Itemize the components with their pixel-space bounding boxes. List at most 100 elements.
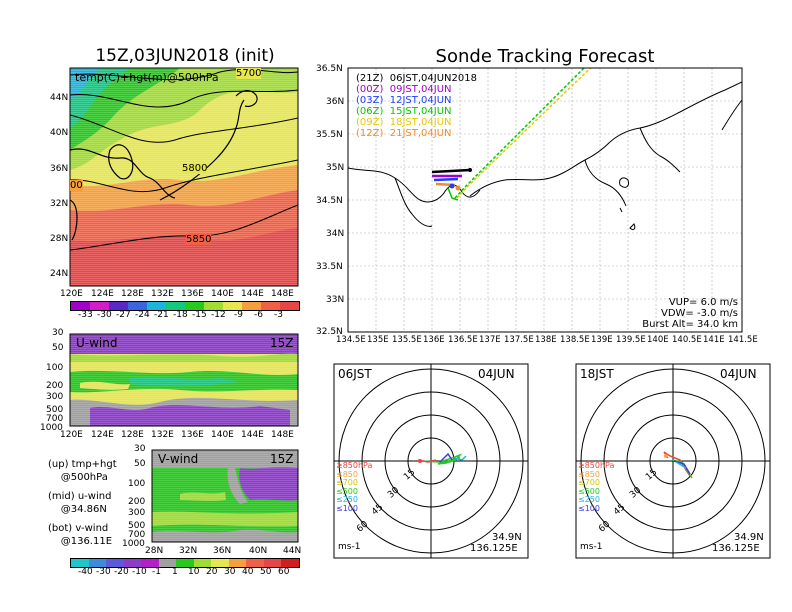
colorbar-swatch bbox=[242, 302, 261, 310]
lat-label: 32N bbox=[179, 546, 198, 556]
hodo-right-lon: 136.125E bbox=[712, 543, 760, 554]
hodo-left-date: 04JUN bbox=[478, 367, 515, 381]
colorbar-tick: -21 bbox=[154, 310, 169, 320]
lat-label: 33N bbox=[326, 295, 345, 305]
colorbar-swatch bbox=[185, 302, 204, 310]
hodograph-left bbox=[333, 363, 529, 559]
colorbar-tick: -18 bbox=[173, 310, 188, 320]
colorbar-swatch bbox=[90, 302, 109, 310]
pressure-label: 700 bbox=[46, 414, 64, 424]
sonde-lon-labels: 134.5E 135E 135.5E 136E 136.5E 137E 137.… bbox=[336, 335, 758, 347]
level-legend-entry: ≤700 bbox=[578, 478, 600, 487]
hodo-left-levels: ≥850hPa ≤850 ≤700 ≤500 ≤250 ≤100 bbox=[336, 461, 373, 513]
hodo-left-units: ms-1 bbox=[338, 542, 361, 552]
pressure-label: 700 bbox=[128, 530, 146, 540]
left-field-label: temp(C)+hgt(m)@500hPa bbox=[75, 71, 219, 84]
lon-label: 141E bbox=[703, 335, 725, 345]
lat-label: 28N bbox=[145, 546, 164, 556]
colorbar-tick: -10 bbox=[132, 567, 147, 577]
level-legend-entry: ≤100 bbox=[336, 503, 358, 513]
colorbar-tick: -6 bbox=[254, 310, 263, 320]
hodo-left-time: 06JST bbox=[338, 367, 372, 381]
lon-label: 140E bbox=[211, 430, 234, 440]
colorbar-tick: -40 bbox=[78, 567, 93, 577]
lon-label: 124E bbox=[91, 430, 114, 440]
colorbar-tick: 40 bbox=[242, 567, 254, 577]
uwind-frame bbox=[69, 333, 299, 427]
colorbar-tick: 60 bbox=[278, 567, 290, 577]
pressure-label: 500 bbox=[46, 405, 64, 415]
sonde-legend: (21Z) 06JST,04JUN2018 (00Z) 09JST,04JUN (0… bbox=[356, 73, 477, 139]
lat-label: 40N bbox=[249, 546, 268, 556]
colorbar-tick: -30 bbox=[97, 310, 112, 320]
left-map-frame bbox=[69, 67, 299, 287]
pressure-label: 30 bbox=[52, 328, 64, 338]
pressure-label: 500 bbox=[128, 521, 146, 531]
colorbar-tick: -20 bbox=[114, 567, 129, 577]
contour-label-5700: 5700 bbox=[236, 68, 262, 79]
note-mid: (mid) u-wind @34.86N bbox=[48, 491, 112, 515]
lon-label: 137.5E bbox=[504, 335, 534, 345]
legend-entry: (06Z) 15JST,04JUN bbox=[356, 106, 452, 117]
note-bot: (bot) v-wind @136.11E bbox=[48, 523, 113, 547]
colorbar-tick: -27 bbox=[116, 310, 131, 320]
colorbar-swatch bbox=[204, 302, 223, 310]
lon-label: 124E bbox=[91, 289, 114, 299]
vwind-field bbox=[152, 450, 298, 542]
lat-label: 36N bbox=[50, 164, 69, 174]
colorbar-tick: -24 bbox=[135, 310, 150, 320]
lat-label: 44N bbox=[283, 546, 302, 556]
legend-entry: (12Z) 21JST,04JUN bbox=[356, 128, 452, 139]
level-legend-entry: ≤250 bbox=[336, 495, 358, 504]
colorbar-swatch bbox=[147, 302, 166, 310]
colorbar-swatch bbox=[88, 559, 107, 567]
uwind-label: U-wind bbox=[76, 336, 118, 350]
colorbar-tick: -15 bbox=[192, 310, 207, 320]
lat-label: 34.5N bbox=[316, 196, 343, 206]
wind-colorbar bbox=[70, 558, 300, 568]
lon-label: 140E bbox=[211, 289, 234, 299]
colorbar-tick: 30 bbox=[224, 567, 236, 577]
lon-label: 132E bbox=[151, 289, 174, 299]
level-legend-entry: ≤700 bbox=[336, 478, 358, 487]
hodo-right-lat: 34.9N bbox=[734, 532, 764, 543]
lat-label: 35N bbox=[326, 163, 345, 173]
lon-label: 135.5E bbox=[392, 335, 422, 345]
temp-colorbar-labels: -33 -30 -27 -24 -21 -18 -15 -12 -9 -6 -3 bbox=[70, 310, 298, 322]
legend-entry: (00Z) 09JST,04JUN bbox=[356, 84, 452, 95]
pressure-label: 200 bbox=[128, 497, 146, 507]
colorbar-tick: -3 bbox=[274, 310, 283, 320]
colorbar-swatch bbox=[228, 559, 247, 567]
hodograph-right bbox=[575, 363, 771, 559]
level-legend-entry: ≥850hPa bbox=[578, 461, 615, 470]
sonde-trajectories bbox=[431, 68, 592, 201]
lon-label: 134.5E bbox=[336, 335, 366, 345]
colorbar-swatch bbox=[280, 302, 299, 310]
colorbar-swatch bbox=[263, 559, 282, 567]
hodo-left-lon: 136.125E bbox=[470, 543, 518, 554]
pressure-label: 100 bbox=[128, 479, 146, 489]
lat-label: 32N bbox=[50, 199, 69, 209]
pressure-label: 300 bbox=[46, 392, 64, 402]
lon-label: 138.5E bbox=[560, 335, 590, 345]
lat-label: 24N bbox=[50, 269, 69, 279]
lon-label: 138E bbox=[535, 335, 557, 345]
lat-label: 36N bbox=[326, 97, 345, 107]
level-legend-entry: ≥850hPa bbox=[336, 461, 373, 470]
legend-entry: (03Z) 12JST,04JUN bbox=[356, 95, 452, 106]
lon-label: 140.5E bbox=[672, 335, 702, 345]
contour-label-5800: 5800 bbox=[182, 163, 208, 174]
lon-label: 136E bbox=[423, 335, 445, 345]
lat-label: 36N bbox=[213, 546, 232, 556]
colorbar-swatch bbox=[141, 559, 159, 567]
legend-entry: (09Z) 18JST,04JUN bbox=[356, 117, 452, 128]
vwind-time: 15Z bbox=[270, 452, 294, 466]
colorbar-swatch bbox=[109, 302, 128, 310]
lat-label: 44N bbox=[50, 93, 69, 103]
lon-label: 144E bbox=[241, 430, 264, 440]
level-legend-entry: ≤850 bbox=[578, 469, 600, 479]
uwind-field bbox=[70, 334, 298, 426]
